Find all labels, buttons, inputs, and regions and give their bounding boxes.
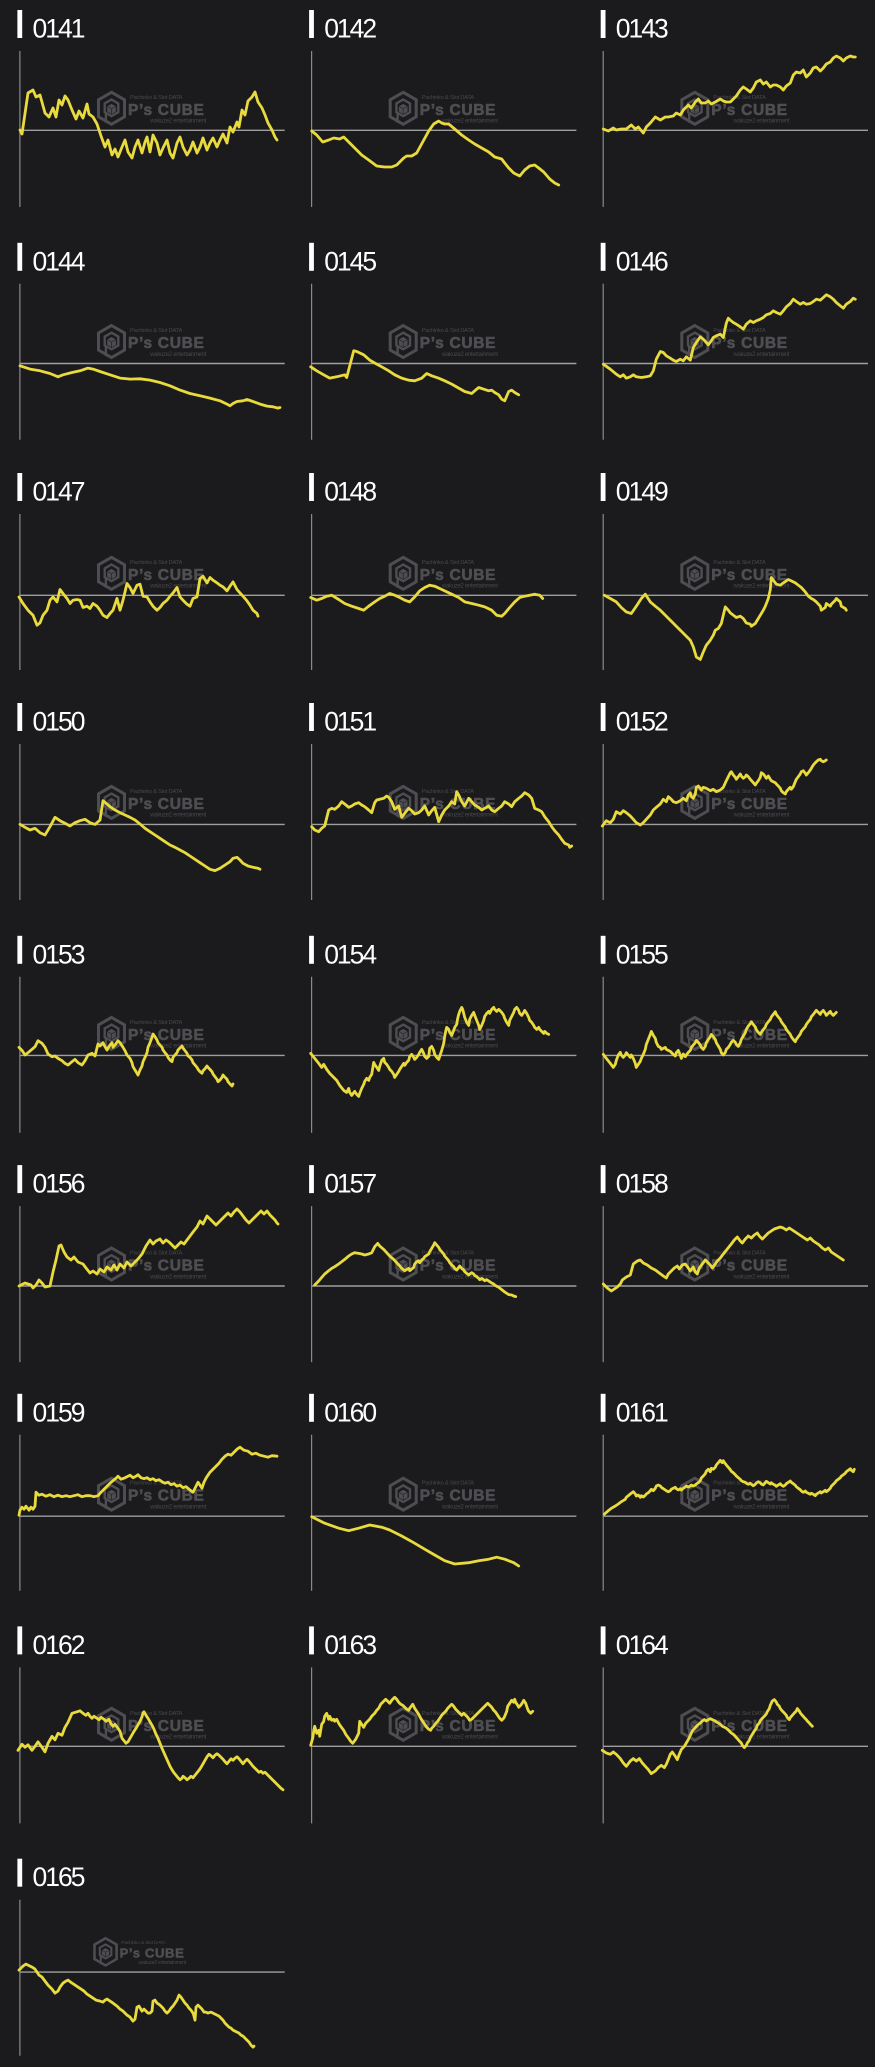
svg-text:0161: 0161 <box>616 1397 668 1427</box>
svg-text:0159: 0159 <box>33 1397 85 1427</box>
svg-text:0151: 0151 <box>324 707 376 737</box>
svg-text:0160: 0160 <box>324 1397 376 1427</box>
svg-text:0156: 0156 <box>33 1169 85 1199</box>
svg-text:0152: 0152 <box>616 707 668 737</box>
svg-text:0158: 0158 <box>616 1169 668 1199</box>
svg-text:0150: 0150 <box>33 707 85 737</box>
svg-text:0164: 0164 <box>616 1630 668 1660</box>
svg-text:0148: 0148 <box>324 477 376 507</box>
svg-text:0141: 0141 <box>33 14 85 44</box>
svg-text:0145: 0145 <box>324 246 376 276</box>
svg-text:0146: 0146 <box>616 246 668 276</box>
svg-text:0142: 0142 <box>324 14 376 44</box>
svg-text:0154: 0154 <box>324 939 376 969</box>
svg-text:0165: 0165 <box>33 1862 85 1892</box>
svg-text:0162: 0162 <box>33 1630 85 1660</box>
svg-text:0155: 0155 <box>616 939 668 969</box>
svg-text:0149: 0149 <box>616 477 668 507</box>
svg-text:0144: 0144 <box>33 246 85 276</box>
svg-text:0143: 0143 <box>616 14 668 44</box>
svg-text:0163: 0163 <box>324 1630 376 1660</box>
svg-text:0153: 0153 <box>33 939 85 969</box>
svg-text:0147: 0147 <box>33 477 85 507</box>
svg-text:0157: 0157 <box>324 1169 376 1199</box>
